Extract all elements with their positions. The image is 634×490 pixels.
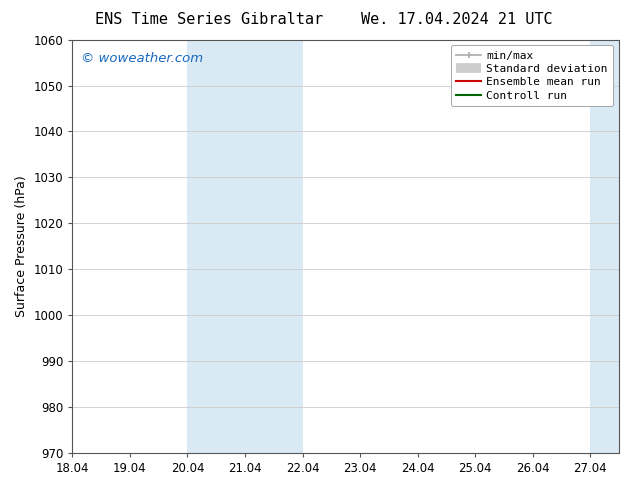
- Legend: min/max, Standard deviation, Ensemble mean run, Controll run: min/max, Standard deviation, Ensemble me…: [451, 45, 614, 106]
- Bar: [590, 40, 619, 453]
- Bar: [188, 40, 302, 453]
- Y-axis label: Surface Pressure (hPa): Surface Pressure (hPa): [15, 175, 28, 317]
- Text: ENS Time Series Gibraltar: ENS Time Series Gibraltar: [95, 12, 323, 27]
- Text: We. 17.04.2024 21 UTC: We. 17.04.2024 21 UTC: [361, 12, 552, 27]
- Text: © woweather.com: © woweather.com: [81, 52, 203, 65]
